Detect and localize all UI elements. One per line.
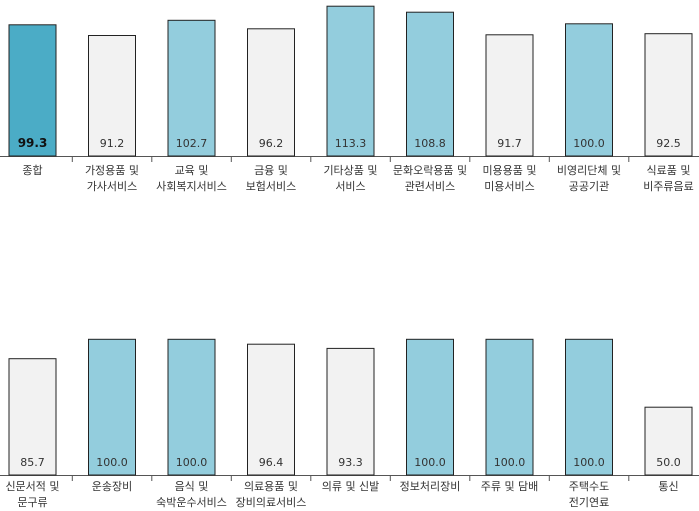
category-label-line: 사회복지서비스 xyxy=(156,180,227,193)
bar xyxy=(406,338,454,476)
bar xyxy=(565,23,613,157)
data-label: 100.0 xyxy=(96,456,128,469)
bar xyxy=(326,347,375,476)
category-label-line: 주류 및 담배 xyxy=(481,480,539,493)
bar xyxy=(167,338,216,476)
bar xyxy=(88,35,136,157)
category-label: 통신 xyxy=(658,480,678,493)
data-label: 96.4 xyxy=(259,456,284,469)
data-label: 100.0 xyxy=(494,456,526,469)
bar xyxy=(644,33,693,157)
category-label: 주류 및 담배 xyxy=(481,480,539,493)
category-label-line: 전기연료 xyxy=(569,496,609,509)
category-label-line: 숙박운수서비스 xyxy=(156,496,227,509)
category-label-line: 보험서비스 xyxy=(246,180,297,193)
bar xyxy=(485,338,534,476)
category-label-line: 운송장비 xyxy=(92,480,132,493)
data-label: 99.3 xyxy=(18,136,48,150)
data-label: 102.7 xyxy=(176,137,208,150)
bar xyxy=(247,28,295,157)
bar xyxy=(326,5,375,157)
bar xyxy=(8,358,57,476)
category-label-line: 교육 및 xyxy=(175,164,209,177)
category-label-line: 금융 및 xyxy=(254,164,288,177)
category-label-line: 음식 및 xyxy=(175,480,209,493)
category-label-line: 비주류음료 xyxy=(643,180,694,193)
bar xyxy=(644,406,693,476)
category-label-line: 문구류 xyxy=(17,496,47,509)
data-label: 85.7 xyxy=(20,456,45,469)
category-label-line: 미용서비스 xyxy=(484,180,535,193)
category-label-line: 비영리단체 및 xyxy=(557,164,621,177)
category-label-line: 서비스 xyxy=(335,180,365,193)
category-label: 의류 및 신발 xyxy=(322,480,380,493)
bar xyxy=(88,338,136,476)
category-label-line: 통신 xyxy=(658,480,678,493)
bar xyxy=(565,338,613,476)
category-label-line: 정보처리장비 xyxy=(400,480,461,493)
bar xyxy=(406,11,454,157)
category-label-line: 문화오락용품 및 xyxy=(393,164,467,177)
bar xyxy=(485,34,534,157)
data-label: 96.2 xyxy=(259,137,284,150)
category-label-line: 가정용품 및 xyxy=(85,164,139,177)
bar xyxy=(167,19,216,157)
bar xyxy=(8,24,57,157)
data-label: 50.0 xyxy=(656,456,681,469)
data-label: 92.5 xyxy=(656,137,681,150)
category-label-line: 의류 및 신발 xyxy=(322,480,380,493)
data-label: 91.7 xyxy=(497,137,522,150)
category-label-line: 기타상품 및 xyxy=(323,164,377,177)
data-label: 91.2 xyxy=(100,137,125,150)
data-label: 93.3 xyxy=(338,456,363,469)
data-label: 100.0 xyxy=(573,456,605,469)
bar xyxy=(247,343,295,476)
category-label: 운송장비 xyxy=(92,480,132,493)
category-label-line: 관련서비스 xyxy=(405,180,456,193)
data-label: 100.0 xyxy=(176,456,208,469)
category-label-line: 종합 xyxy=(22,164,42,177)
category-label-line: 가사서비스 xyxy=(87,180,138,193)
category-label-line: 신문서적 및 xyxy=(5,480,59,493)
category-label: 종합 xyxy=(22,164,42,177)
data-label: 100.0 xyxy=(414,456,446,469)
category-label: 정보처리장비 xyxy=(400,480,461,493)
category-label-line: 주택수도 xyxy=(569,480,609,493)
category-label-line: 식료품 및 xyxy=(647,164,691,177)
data-label: 100.0 xyxy=(573,137,605,150)
category-label-line: 장비의료서비스 xyxy=(236,496,307,509)
category-label-line: 의료용품 및 xyxy=(244,480,298,493)
data-label: 113.3 xyxy=(335,137,367,150)
category-label-line: 미용용품 및 xyxy=(482,164,536,177)
category-label-line: 공공기관 xyxy=(569,180,609,193)
data-label: 108.8 xyxy=(414,137,446,150)
